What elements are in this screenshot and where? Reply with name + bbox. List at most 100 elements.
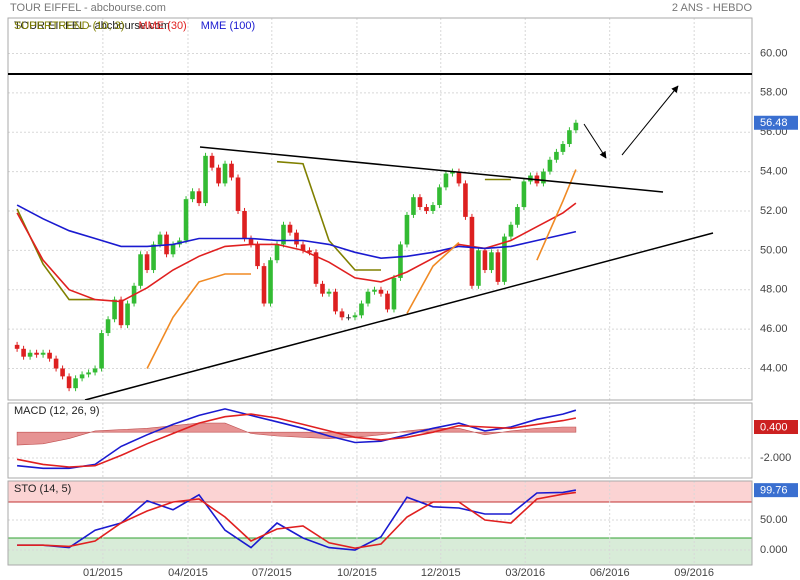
overbought-zone [8, 481, 752, 502]
candle [248, 238, 254, 245]
candle [495, 252, 501, 282]
x-tick-label: 09/2016 [674, 567, 714, 579]
candle [313, 252, 319, 284]
candle [359, 303, 364, 316]
chart-subtitle: 2 ANS - HEBDO [672, 2, 753, 14]
candle [190, 191, 195, 200]
legend-entry: MME (100) [201, 20, 255, 32]
candle [378, 289, 384, 294]
candle [346, 317, 351, 319]
panel-frame [7, 480, 753, 566]
candle [118, 299, 124, 326]
candle [515, 207, 520, 225]
candle [300, 244, 306, 251]
y-tick-label: 46.00 [760, 323, 788, 335]
candle [274, 244, 280, 261]
panel-title: MACD (12, 26, 9) [14, 405, 100, 417]
candle [489, 252, 494, 271]
candle [391, 277, 397, 310]
candle [235, 177, 241, 211]
candle [229, 163, 234, 178]
candle [255, 244, 260, 267]
candle [203, 155, 208, 204]
candle [196, 191, 202, 204]
trend-line [84, 232, 714, 400]
candle [333, 291, 338, 312]
y-tick-label: 54.00 [760, 165, 788, 177]
candle [66, 376, 72, 389]
candle [112, 299, 117, 320]
candle [21, 348, 26, 357]
candle [79, 374, 85, 379]
candle [60, 368, 65, 377]
line [17, 408, 577, 470]
candle [105, 319, 111, 334]
y-tick-label: -2.000 [760, 452, 791, 464]
x-tick-label: 07/2015 [252, 567, 292, 579]
panel-title: TOUR EIFFEL - abcbourse.com [14, 20, 170, 32]
y-tick-label: 44.00 [760, 362, 788, 374]
x-tick-label: 06/2016 [590, 567, 630, 579]
candle [450, 171, 455, 174]
candle [27, 352, 33, 357]
candle [437, 187, 442, 206]
panel-frame [7, 17, 753, 401]
candle [144, 254, 150, 271]
candle [385, 293, 390, 310]
candle [430, 205, 436, 211]
candle [287, 224, 293, 233]
candle [53, 358, 59, 369]
x-tick-label: 03/2016 [505, 567, 545, 579]
y-tick-label: 0.000 [760, 544, 788, 556]
candle [34, 352, 39, 355]
candle [573, 122, 579, 131]
candle [443, 173, 449, 188]
y-tick-label: 60.00 [760, 47, 788, 59]
x-tick-label: 04/2015 [168, 567, 208, 579]
y-tick-label: 50.00 [760, 514, 788, 526]
candle [125, 303, 130, 326]
current-value-label: 0.400 [760, 421, 788, 433]
candle [138, 254, 143, 286]
candle [320, 283, 325, 294]
line [16, 204, 577, 260]
candle [476, 250, 481, 286]
candle [541, 171, 546, 184]
current-value-box [754, 115, 798, 130]
candle [294, 232, 299, 245]
candle [47, 352, 52, 359]
line [17, 491, 577, 550]
candle [456, 171, 462, 184]
legend-entry: SUPERTREND (10, 3) [14, 20, 124, 32]
line [17, 489, 577, 551]
candle [261, 266, 267, 304]
trend-line [199, 146, 664, 193]
panel [8, 481, 752, 565]
candle [339, 311, 345, 318]
x-tick-label: 10/2015 [337, 567, 377, 579]
candle [326, 291, 332, 294]
candle [209, 155, 215, 168]
current-value-label: 56.48 [760, 117, 788, 129]
y-tick-label: 58.00 [760, 87, 788, 99]
chart-title: TOUR EIFFEL - abcbourse.com [10, 2, 166, 14]
line [146, 169, 577, 369]
candle [417, 197, 423, 208]
candle [307, 250, 312, 253]
panel-title: STO (14, 5) [14, 483, 71, 495]
current-value-box [754, 420, 798, 435]
drawings [8, 73, 752, 400]
candle [14, 344, 20, 349]
candle [222, 163, 228, 184]
candle [482, 250, 488, 271]
candle [424, 207, 429, 211]
candle [268, 260, 273, 304]
candle [40, 352, 46, 355]
x-tick-label: 01/2015 [83, 567, 123, 579]
oversold-zone [8, 538, 752, 565]
candle [398, 244, 403, 278]
candle [554, 151, 559, 160]
candle [352, 315, 358, 318]
